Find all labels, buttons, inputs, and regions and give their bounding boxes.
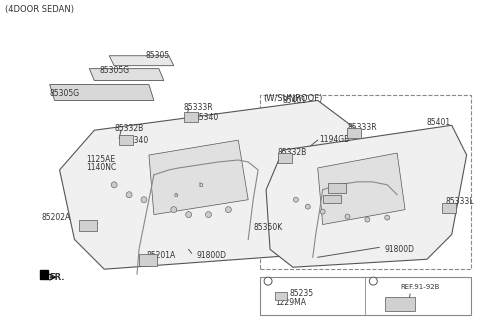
Text: 85332B: 85332B (114, 124, 144, 133)
Polygon shape (266, 125, 467, 267)
Circle shape (171, 207, 177, 213)
Text: 85305G: 85305G (99, 66, 130, 75)
Bar (260, 277, 470, 315)
Text: 85305: 85305 (146, 51, 170, 60)
Bar (328, 183, 346, 193)
Polygon shape (89, 69, 164, 80)
Text: 1194GB: 1194GB (320, 135, 350, 144)
Bar (385, 297, 415, 311)
Text: 85340H: 85340H (339, 188, 370, 197)
Circle shape (365, 217, 370, 222)
Bar (119, 135, 133, 145)
Text: 85401: 85401 (427, 118, 451, 127)
Polygon shape (149, 140, 248, 215)
Polygon shape (49, 85, 154, 100)
Circle shape (205, 211, 212, 218)
Polygon shape (318, 153, 405, 225)
Bar (442, 203, 456, 213)
Text: 85340: 85340 (124, 136, 148, 145)
Circle shape (293, 197, 299, 202)
Text: 85350K: 85350K (253, 223, 282, 232)
Circle shape (305, 204, 310, 209)
Circle shape (369, 277, 377, 285)
Text: 85202A: 85202A (42, 213, 71, 222)
Circle shape (320, 209, 325, 214)
Bar (275, 292, 287, 300)
Text: 85333R: 85333R (184, 103, 213, 112)
Text: REF.91-92B: REF.91-92B (400, 284, 440, 290)
Text: 1229MA: 1229MA (275, 299, 306, 308)
Text: (4DOOR SEDAN): (4DOOR SEDAN) (5, 4, 74, 14)
Circle shape (264, 277, 272, 285)
Text: 91800D: 91800D (384, 245, 414, 254)
Text: 85333L: 85333L (346, 178, 374, 187)
Text: 1125AE: 1125AE (86, 156, 116, 164)
Text: 85235: 85235 (290, 288, 314, 298)
Text: a: a (174, 192, 178, 198)
Polygon shape (60, 100, 358, 269)
Circle shape (141, 197, 147, 203)
Polygon shape (109, 56, 174, 66)
Text: FR.: FR. (49, 273, 65, 282)
Text: 1140NC: 1140NC (86, 163, 117, 172)
Text: 85340: 85340 (194, 113, 219, 122)
Text: 85401: 85401 (283, 96, 307, 105)
Circle shape (345, 214, 350, 219)
Bar (139, 254, 157, 266)
Text: 85333R: 85333R (348, 123, 377, 132)
Text: 85333L: 85333L (446, 197, 474, 206)
Bar (260, 95, 470, 269)
Circle shape (226, 207, 231, 213)
Circle shape (186, 211, 192, 218)
Text: (W/SUNROOF): (W/SUNROOF) (263, 94, 323, 103)
Circle shape (111, 182, 117, 188)
Text: 91800D: 91800D (197, 251, 227, 260)
Bar (323, 195, 340, 203)
Text: b: b (371, 278, 375, 284)
Circle shape (126, 192, 132, 198)
Text: 85305G: 85305G (49, 89, 80, 98)
Polygon shape (40, 270, 48, 279)
Text: 85201A: 85201A (147, 251, 176, 260)
Circle shape (385, 215, 390, 220)
Bar (348, 128, 361, 138)
Bar (79, 219, 97, 232)
Text: b: b (199, 182, 203, 188)
Bar (184, 112, 198, 122)
Text: a: a (266, 278, 270, 284)
Text: 85332B: 85332B (278, 148, 307, 156)
Bar (278, 153, 292, 163)
